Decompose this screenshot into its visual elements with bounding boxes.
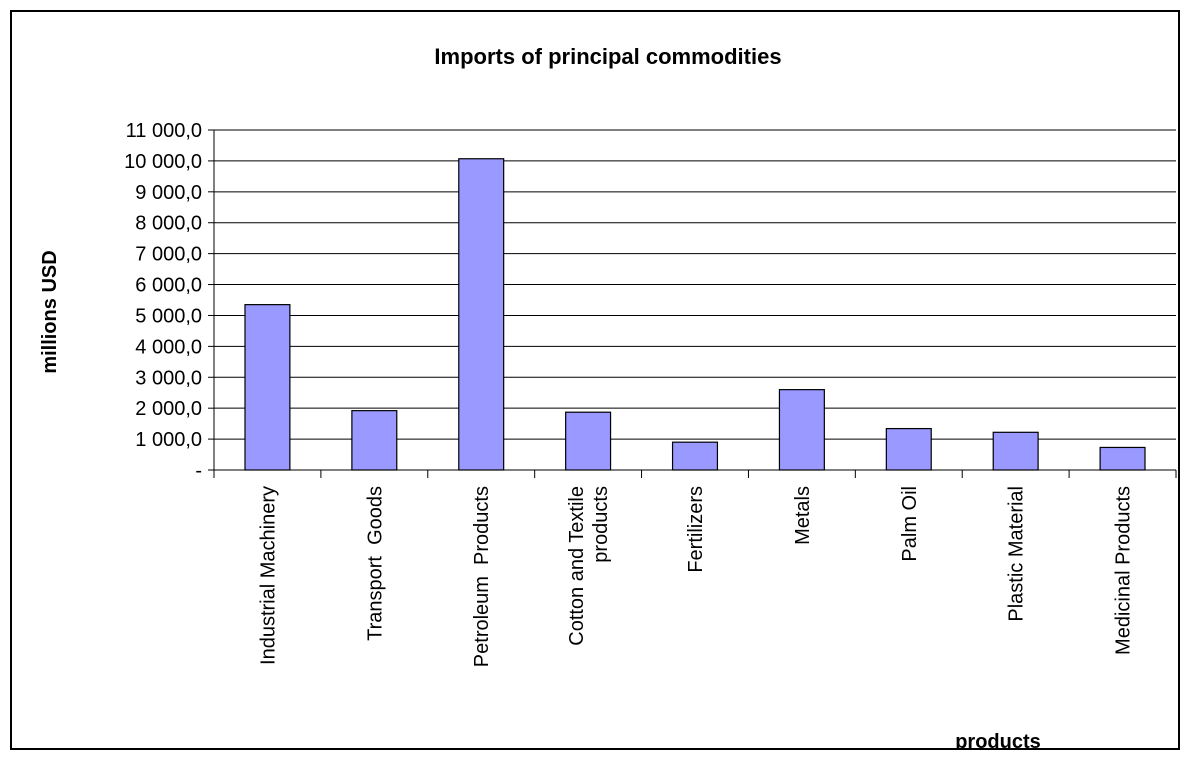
y-tick-label: 11 000,0 bbox=[126, 120, 202, 142]
x-category-label: Plastic Material bbox=[1006, 486, 1028, 622]
x-category-label: Cotton and Textile products bbox=[566, 486, 612, 646]
bar-chart: Imports of principal commodities million… bbox=[39, 44, 1177, 748]
x-category-label-line: products bbox=[590, 486, 612, 563]
x-category-label: Industrial Machinery bbox=[257, 486, 279, 665]
y-tick-label: 2 000,0 bbox=[135, 398, 202, 420]
bar bbox=[885, 427, 932, 471]
y-tick-label: 3 000,0 bbox=[135, 367, 202, 389]
bar bbox=[671, 441, 719, 471]
x-category-label-line: Metals bbox=[792, 486, 814, 545]
y-tick-label: 7 000,0 bbox=[135, 244, 202, 266]
y-tick-label: 6 000,0 bbox=[135, 275, 202, 297]
y-tick-label: 1 000,0 bbox=[135, 429, 202, 451]
bar bbox=[565, 411, 612, 471]
x-category-label-line: Industrial Machinery bbox=[257, 486, 279, 665]
x-category-label-line: Fertilizers bbox=[685, 486, 707, 573]
x-category-label: Medicinal Products bbox=[1113, 486, 1135, 655]
bar bbox=[458, 158, 505, 471]
bars bbox=[244, 158, 1146, 471]
x-category-label-line: Palm Oil bbox=[899, 486, 921, 562]
x-category-label-line: Transport Goods bbox=[364, 486, 386, 641]
x-category-label-line: Plastic Material bbox=[1006, 486, 1028, 622]
y-tick-label: 5 000,0 bbox=[135, 305, 202, 327]
chart-title: Imports of principal commodities bbox=[434, 44, 781, 69]
y-tick-label: 8 000,0 bbox=[135, 213, 202, 235]
y-axis-label: millions USD bbox=[39, 250, 61, 373]
y-tick-label: 10 000,0 bbox=[124, 151, 202, 173]
y-tick-label: 4 000,0 bbox=[135, 336, 202, 358]
axes bbox=[208, 129, 1177, 478]
x-category-labels: Industrial Machinery Transport Goods Petro… bbox=[257, 486, 1134, 667]
bar bbox=[778, 389, 825, 471]
bar bbox=[1099, 446, 1146, 471]
x-category-label: Metals bbox=[792, 486, 814, 545]
x-category-label-line: Petroleum Products bbox=[471, 486, 493, 667]
x-category-label-line: Cotton and Textile bbox=[566, 486, 588, 646]
x-category-label-line: Medicinal Products bbox=[1113, 486, 1135, 655]
bar bbox=[351, 410, 398, 471]
x-axis-label: products bbox=[955, 731, 1041, 748]
gridlines bbox=[214, 129, 1176, 440]
bar bbox=[992, 431, 1039, 471]
x-category-label: Fertilizers bbox=[685, 486, 707, 573]
x-category-label: Transport Goods bbox=[364, 486, 386, 641]
x-category-label: Petroleum Products bbox=[471, 486, 493, 667]
y-tick-labels: - 1 000,0 2 000,0 3 000,0 4 000,0 5 000,0 6 00… bbox=[124, 120, 202, 482]
y-tick-label: - bbox=[195, 460, 202, 482]
x-category-label: Palm Oil bbox=[899, 486, 921, 562]
chart-frame: Imports of principal commodities million… bbox=[10, 10, 1180, 750]
bar bbox=[244, 304, 291, 471]
y-tick-label: 9 000,0 bbox=[135, 182, 202, 204]
